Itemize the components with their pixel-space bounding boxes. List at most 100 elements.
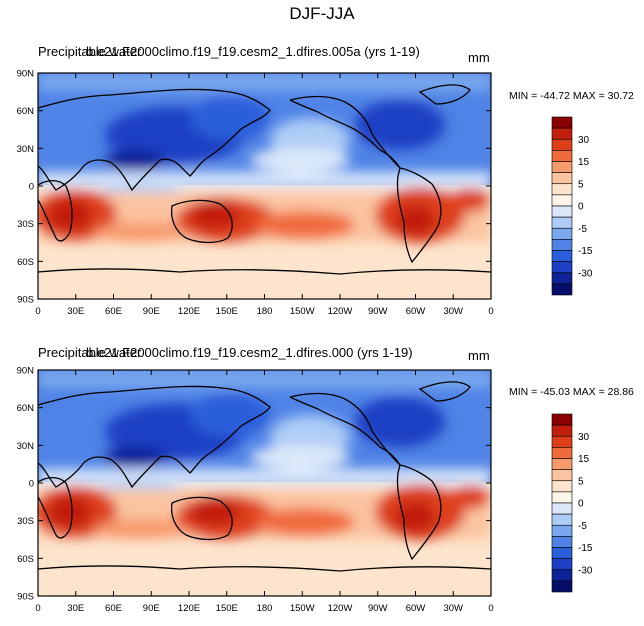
colorbar-swatch [551, 524, 573, 537]
lon-tick-label: 120E [178, 603, 200, 614]
colorbar-swatch [551, 458, 573, 470]
lon-tick-label: 150E [216, 603, 238, 614]
colorbar-swatch [551, 205, 573, 218]
lat-tick-label: 60N [17, 403, 35, 414]
lon-tick-label: 30E [67, 603, 84, 614]
colorbar-swatch [551, 413, 573, 426]
colorbar-label: -5 [578, 224, 587, 235]
colorbar-swatch [551, 558, 573, 571]
colorbar-label: 5 [578, 476, 584, 487]
panel-1-variable: Precipitable water [38, 44, 142, 59]
colorbar-label: -15 [578, 246, 593, 257]
lat-tick-label: 30N [17, 144, 35, 155]
lon-tick-label: 0 [488, 603, 493, 614]
colorbar-swatch [551, 150, 573, 162]
colorbar-label: -30 [578, 268, 593, 279]
lon-tick-label: 90W [368, 306, 388, 317]
colorbar-swatch [551, 469, 573, 482]
lon-tick-label: 90W [368, 603, 388, 614]
colorbar-label: 30 [578, 135, 590, 146]
colorbar-swatch [551, 283, 573, 296]
colorbar-label: 0 [578, 499, 584, 510]
colorbar-swatch [551, 480, 573, 493]
colorbar-label: 5 [578, 179, 584, 190]
lat-tick-label: 30S [17, 219, 34, 230]
colorbar-swatch [551, 127, 573, 140]
panel-1-case: b.e21.F2000climo.f19_f19.cesm2_1.dfires.… [86, 44, 420, 59]
lon-tick-label: 30W [443, 603, 463, 614]
map-1-frame [37, 72, 492, 300]
lat-tick-label: 0 [29, 182, 34, 193]
lon-tick-label: 150E [216, 306, 238, 317]
colorbar-swatch [551, 447, 573, 459]
colorbar-swatch [551, 261, 573, 274]
map-1-coastlines [38, 84, 491, 275]
colorbar-swatch [551, 216, 573, 229]
lat-tick-label: 30N [17, 441, 35, 452]
panel-1-minmax: MIN = -44.72 MAX = 30.72 [509, 90, 634, 102]
colorbar-swatch [551, 239, 573, 251]
colorbar-swatch [551, 272, 573, 285]
lon-tick-label: 90E [143, 306, 160, 317]
map-2-field [38, 370, 491, 596]
lat-tick-label: 90S [17, 592, 34, 603]
colorbar-swatch [551, 502, 573, 515]
colorbar-swatch [551, 250, 573, 262]
lat-tick-label: 90S [17, 295, 34, 306]
panel-2-minmax: MIN = -45.03 MAX = 28.86 [509, 386, 634, 398]
colorbar-label: -5 [578, 521, 587, 532]
lat-tick-label: 90N [17, 366, 35, 377]
colorbar-swatch [551, 172, 573, 185]
lon-tick-label: 180 [257, 603, 273, 614]
colorbar-1: 30 15 5 0 -5 -15 -30 [551, 116, 593, 296]
colorbar-swatch [551, 536, 573, 548]
colorbar-label: -15 [578, 543, 593, 554]
colorbar-swatch [551, 138, 573, 151]
lon-tick-label: 90E [143, 603, 160, 614]
lon-tick-label: 30W [443, 306, 463, 317]
colorbar-swatch [551, 116, 573, 129]
colorbar-label: -30 [578, 565, 593, 576]
colorbar-2: 30 15 5 0 -5 -15 -30 [551, 413, 593, 593]
lon-tick-label: 60E [105, 603, 122, 614]
colorbar-swatch [551, 424, 573, 437]
lat-tick-label: 60N [17, 106, 35, 117]
map-1-field [38, 73, 491, 299]
colorbar-swatch [551, 491, 573, 504]
colorbar-swatch [551, 580, 573, 593]
lon-tick-label: 150W [290, 603, 315, 614]
lon-tick-label: 180 [257, 306, 273, 317]
map-2-coastlines [38, 381, 491, 572]
lon-tick-label: 0 [35, 603, 40, 614]
lon-tick-label: 60W [406, 603, 426, 614]
colorbar-label: 15 [578, 157, 590, 168]
colorbar-swatch [551, 227, 573, 240]
panel-2-units: mm [468, 348, 490, 363]
panel-2-case: b.e21.F2000climo.f19_f19.cesm2_1.dfires.… [86, 345, 413, 360]
panel-2-variable: Precipitable water [38, 345, 142, 360]
colorbar-swatch [551, 161, 573, 173]
map-2-frame [37, 369, 492, 597]
colorbar-label: 15 [578, 454, 590, 465]
lat-tick-label: 30S [17, 516, 34, 527]
lat-tick-label: 0 [29, 479, 34, 490]
lon-tick-label: 120W [328, 306, 353, 317]
figure-title: DJF-JJA [289, 4, 355, 23]
colorbar-swatch [551, 194, 573, 207]
lat-tick-label: 60S [17, 554, 34, 565]
lon-tick-label: 60E [105, 306, 122, 317]
lon-tick-label: 0 [35, 306, 40, 317]
lon-tick-label: 30E [67, 306, 84, 317]
lat-tick-label: 60S [17, 257, 34, 268]
lon-tick-label: 0 [488, 306, 493, 317]
colorbar-label: 0 [578, 202, 584, 213]
colorbar-swatch [551, 435, 573, 448]
colorbar-swatch [551, 569, 573, 582]
panel-1-units: mm [468, 50, 490, 65]
lon-tick-label: 60W [406, 306, 426, 317]
lat-tick-label: 90N [17, 69, 35, 80]
colorbar-swatch [551, 183, 573, 196]
